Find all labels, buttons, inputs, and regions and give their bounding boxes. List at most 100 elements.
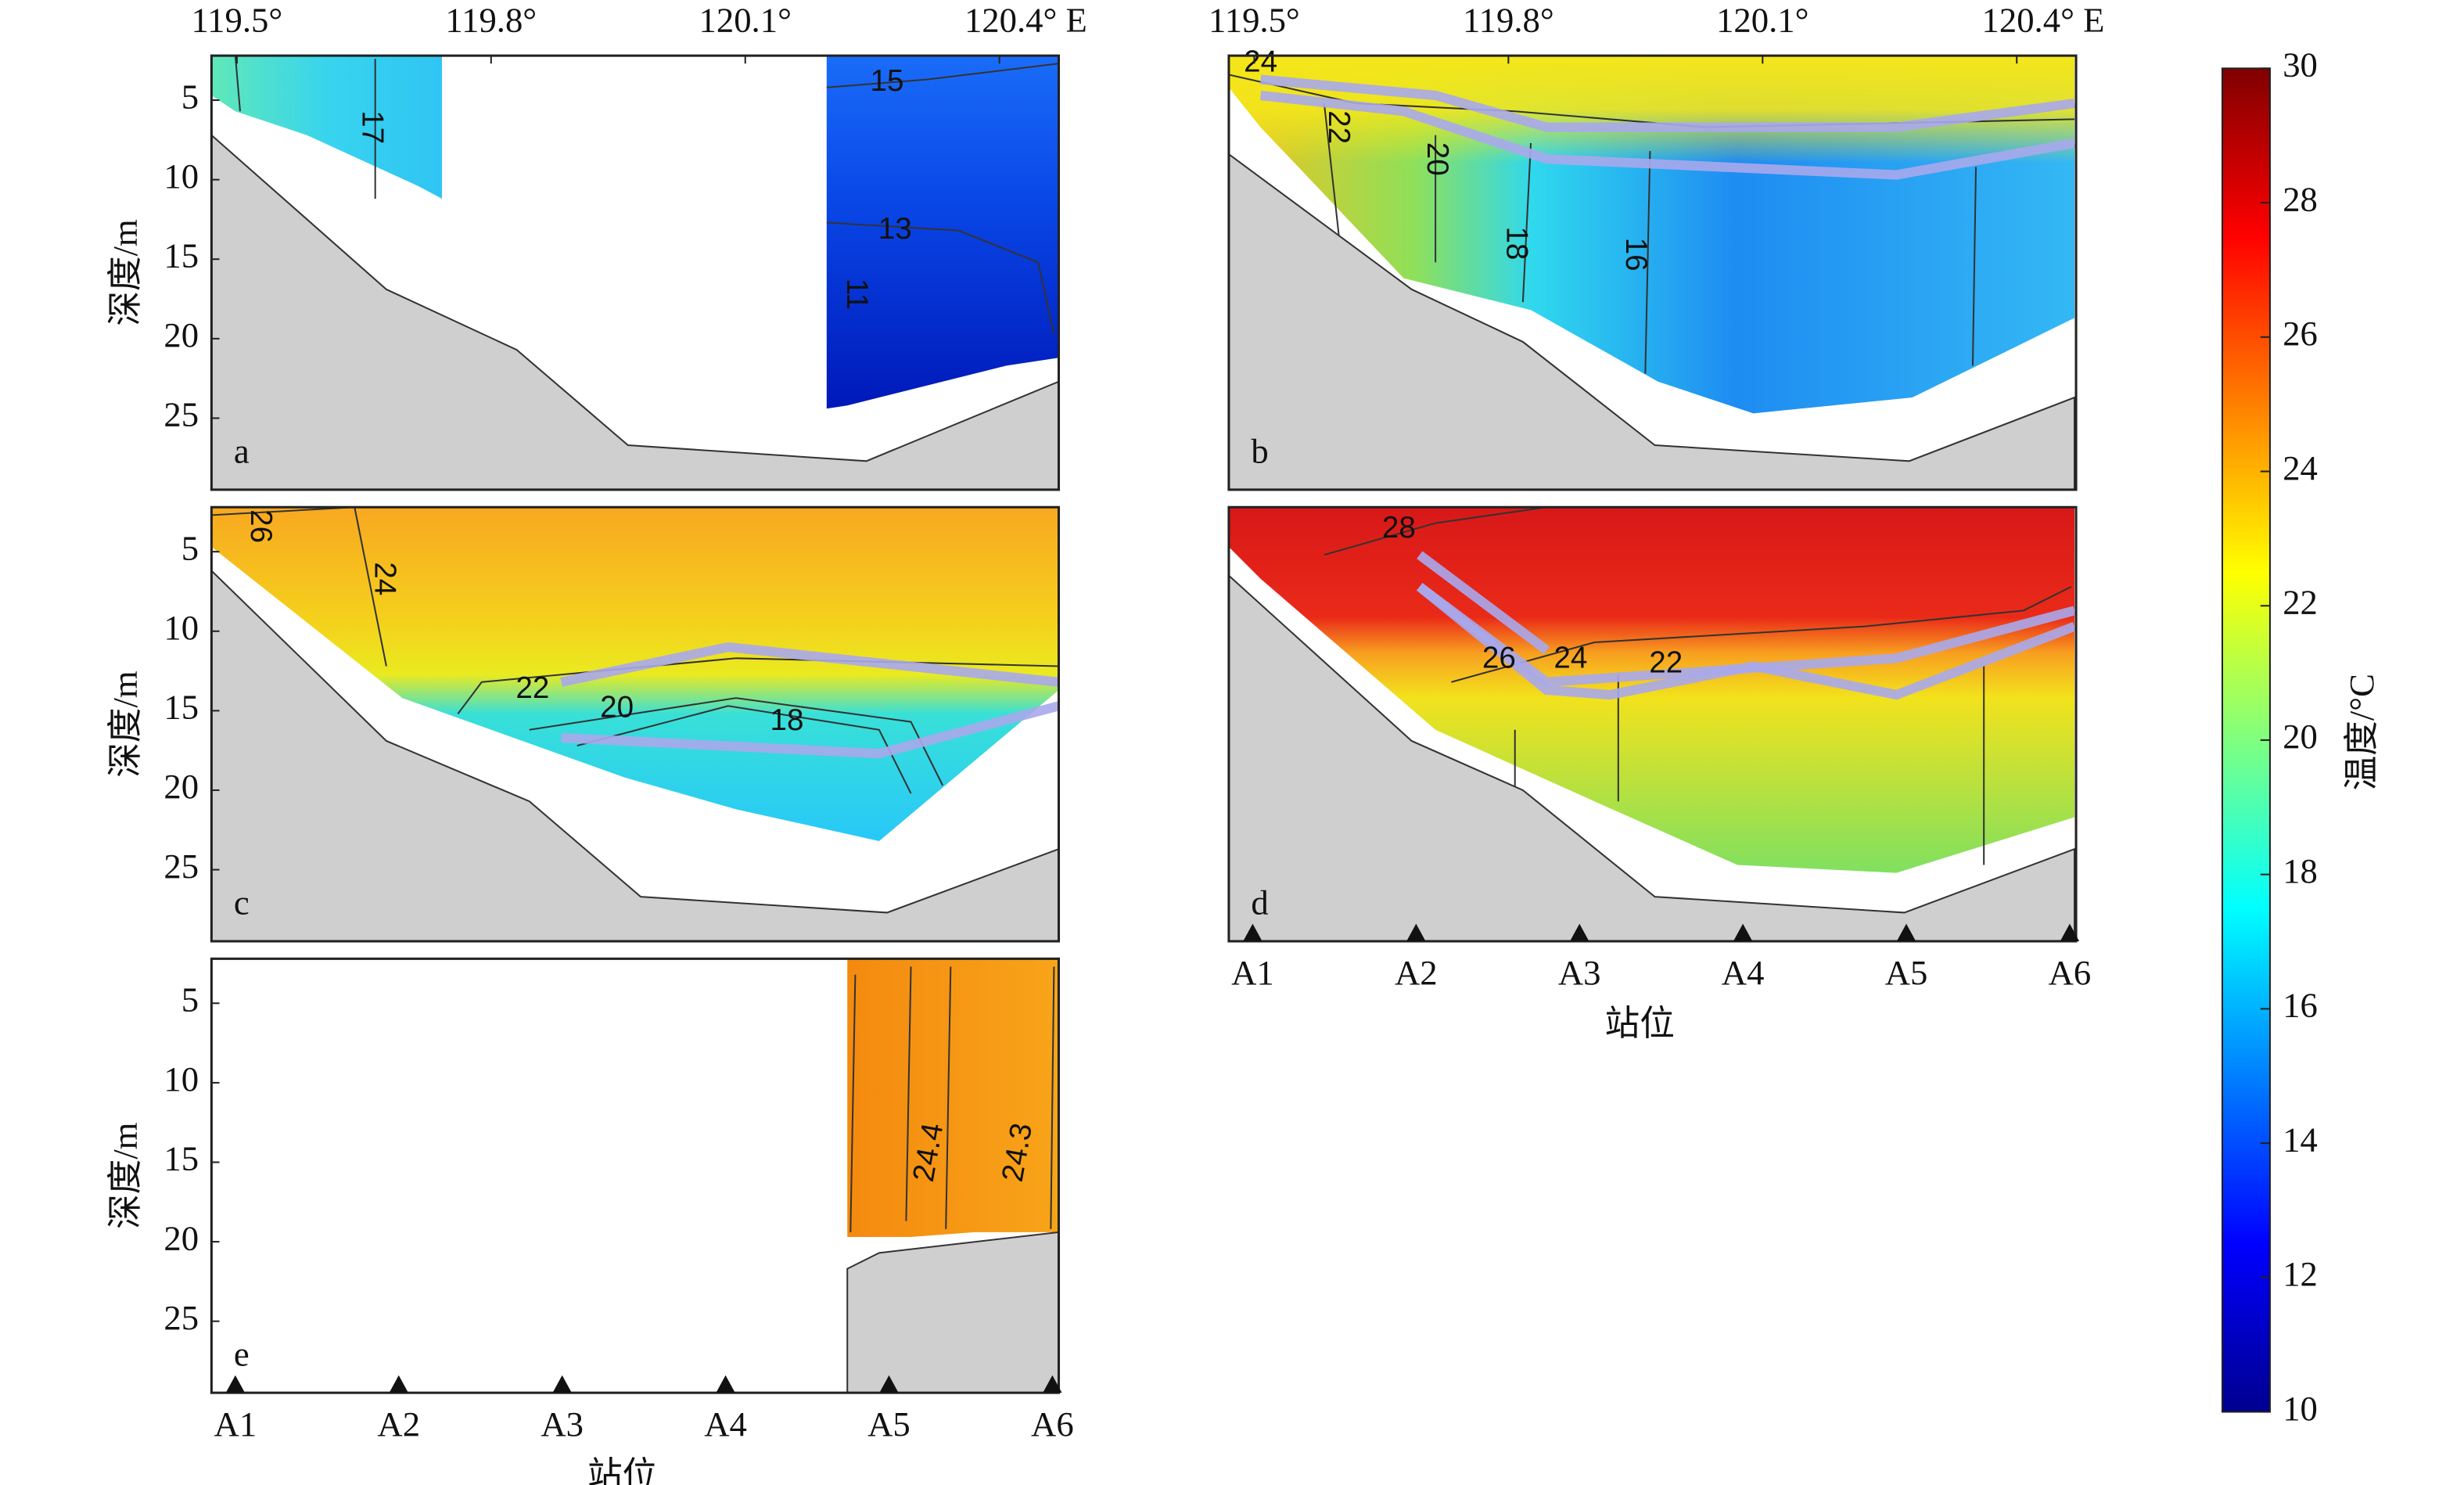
thermocline-line: [561, 701, 1061, 759]
contour-label: 22: [1649, 646, 1683, 680]
contour-label: 24: [1553, 642, 1587, 675]
contour-label: 26: [1482, 642, 1516, 675]
y-tick-label: 5: [181, 528, 199, 567]
station-marker: [1896, 923, 1916, 942]
y-tick-label: 20: [163, 315, 199, 354]
x-tick-label: A1: [214, 1404, 257, 1444]
panel-frame: [210, 957, 1061, 1394]
y-tick-label: 15: [163, 688, 199, 727]
y-tick-label: 10: [163, 1059, 199, 1098]
x-tick-label: A6: [2049, 953, 2092, 992]
temperature-field: [1228, 56, 2075, 414]
station-marker: [1243, 923, 1263, 942]
thermocline-line: [560, 642, 1060, 687]
panel-letter: e: [234, 1335, 250, 1374]
colorbar-label: 温度/°C: [2342, 674, 2381, 790]
x-tick-label: A3: [541, 1404, 584, 1444]
contour-label: 22: [1322, 110, 1356, 144]
thermocline-line: [1259, 90, 2076, 180]
contour-label: 18: [770, 703, 804, 737]
colorbar-tick-label: 10: [2283, 1389, 2318, 1428]
x2-tick-label: 120.1°: [1716, 1, 1808, 40]
y-tick-label: 15: [163, 1139, 199, 1178]
y-tick-label: 25: [163, 1298, 199, 1337]
station-marker: [879, 1375, 899, 1393]
y-tick-label: 25: [163, 847, 199, 886]
station-marker: [225, 1375, 246, 1393]
y-tick-label: 15: [163, 236, 199, 275]
contour-label: 18: [1500, 226, 1534, 260]
contour-label: 26: [244, 509, 278, 543]
temperature-field: [211, 56, 443, 200]
contour-line: [1521, 142, 1532, 303]
thermocline-line: [1416, 583, 2077, 700]
x-tick-label: A4: [1722, 953, 1765, 992]
contour-label: 11: [840, 279, 874, 310]
colorbar-tick-label: 22: [2283, 583, 2318, 622]
colorbar-tick-label: 20: [2283, 717, 2318, 756]
contour-line: [529, 697, 944, 786]
contour-line: [1324, 506, 1547, 556]
x-tick-label: A3: [1558, 953, 1601, 992]
contour-line: [1451, 585, 2072, 683]
x-tick-label: A5: [867, 1404, 911, 1444]
contour-line: [905, 966, 912, 1221]
y-tick-label: 25: [163, 395, 199, 434]
contour-label: 13: [878, 212, 912, 246]
station-marker: [2060, 923, 2080, 942]
panel-letter: c: [234, 883, 250, 922]
x-tick-label: A6: [1031, 1404, 1074, 1444]
temperature-field: [211, 507, 1059, 841]
station-marker: [1570, 923, 1589, 942]
contour-label: 20: [600, 691, 634, 725]
y-tick-label: 20: [163, 767, 199, 806]
y-tick-label: 10: [163, 608, 199, 647]
colorbar-tick-label: 26: [2283, 314, 2318, 353]
station-marker: [1406, 923, 1426, 942]
contour-label: 16: [1619, 238, 1653, 271]
y-axis-label: 深度/m: [106, 1122, 145, 1229]
contour-line: [826, 221, 1055, 334]
contour-line: [826, 63, 1059, 88]
colorbar-tick-label: 16: [2283, 986, 2318, 1025]
contour-label: 22: [515, 671, 549, 705]
colorbar-tick-label: 28: [2283, 179, 2318, 218]
thermocline-line: [1260, 74, 2075, 132]
station-marker: [1733, 923, 1753, 942]
colorbar-tick-label: 14: [2283, 1120, 2318, 1159]
colorbar-tick-label: 24: [2283, 448, 2318, 487]
contour-label: 24: [1244, 45, 1277, 78]
panel-frame: [210, 54, 1061, 491]
contour-label: 28: [1382, 511, 1416, 545]
panel-letter: b: [1251, 431, 1268, 470]
seabed: [846, 1231, 1060, 1394]
contour-line: [945, 966, 952, 1229]
y-axis-label: 深度/m: [106, 219, 145, 326]
x2-tick-label: 119.8°: [1463, 1, 1554, 40]
station-marker: [1043, 1375, 1062, 1393]
panel-frame: [1227, 54, 2078, 491]
panel-letter: d: [1251, 883, 1268, 922]
contour-label: 15: [871, 64, 904, 98]
colorbar-tick-label: 12: [2283, 1254, 2318, 1293]
y-tick-label: 5: [181, 980, 199, 1019]
x2-tick-label: 120.4° E: [1982, 1, 2105, 40]
contour-line: [1644, 151, 1651, 374]
contour-label: 20: [1421, 142, 1454, 176]
y-tick-label: 20: [163, 1218, 199, 1257]
contour-line: [576, 705, 912, 794]
station-marker: [389, 1375, 408, 1393]
station-marker: [552, 1375, 572, 1393]
y-tick-label: 5: [181, 77, 199, 116]
x-tick-label: A5: [1885, 953, 1928, 992]
colorbar-tick-label: 30: [2283, 45, 2318, 84]
x-tick-label: A1: [1231, 953, 1274, 992]
x2-tick-label: 120.4° E: [964, 1, 1087, 40]
contour-line: [1971, 167, 1977, 366]
y-tick-label: 10: [163, 156, 199, 196]
x-axis-label: 站位: [1605, 1004, 1675, 1043]
contour-line: [1323, 102, 1342, 247]
contour-line: [1050, 966, 1055, 1229]
x2-tick-label: 119.8°: [445, 1, 537, 40]
